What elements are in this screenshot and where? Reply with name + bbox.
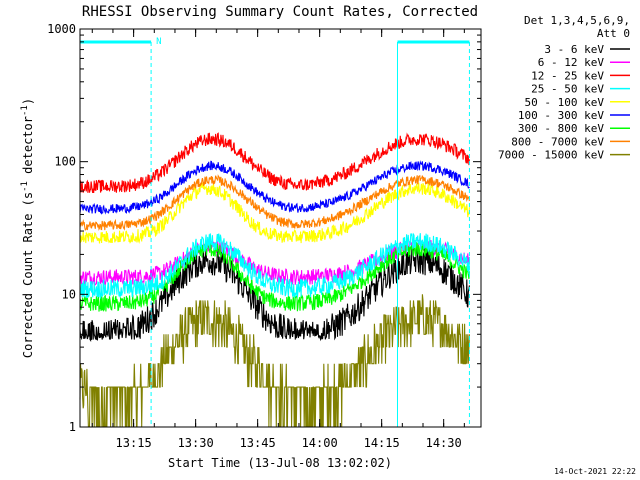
y-axis-label-sup2: -1 xyxy=(20,105,30,116)
y-axis-label: Corrected Count Rate (s-1 detector-1) xyxy=(20,98,35,358)
series-line-3 xyxy=(79,232,470,300)
legend-label-6: 300 - 800 keV xyxy=(518,122,604,135)
series-line-6 xyxy=(79,241,470,312)
plot-frame xyxy=(79,28,482,428)
series-line-4 xyxy=(79,181,470,244)
legend-label-5: 100 - 300 keV xyxy=(518,109,604,122)
y-axis-label-prefix: Corrected Count Rate (s xyxy=(21,192,35,358)
y-tick-label-0: 1 xyxy=(69,420,76,434)
legend-label-2: 12 - 25 keV xyxy=(531,69,604,82)
legend-header-detectors: Det 1,3,4,5,6,9, xyxy=(524,14,630,27)
legend-label-1: 6 - 12 keV xyxy=(538,56,605,69)
series-layer xyxy=(79,132,470,428)
series-line-0 xyxy=(79,246,470,343)
series-line-2 xyxy=(79,132,470,194)
x-tick-label-5: 14:30 xyxy=(426,436,462,450)
y-axis-label-sup1: -1 xyxy=(20,181,30,192)
legend-label-4: 50 - 100 keV xyxy=(525,96,605,109)
series-line-5 xyxy=(79,160,470,215)
y-tick-label-1: 10 xyxy=(62,287,76,301)
legend-header-attenuator: Att 0 xyxy=(597,27,630,40)
y-tick-label-2: 100 xyxy=(54,155,76,169)
y-axis-ticks: 1 10 100 1000 xyxy=(47,22,481,434)
legend-label-3: 25 - 50 keV xyxy=(531,83,604,96)
footer-date: 14-Oct-2021 22:22 xyxy=(554,467,636,476)
series-line-7 xyxy=(79,174,470,231)
chart-title: RHESSI Observing Summary Count Rates, Co… xyxy=(82,4,478,20)
legend-label-0: 3 - 6 keV xyxy=(544,43,604,56)
x-tick-label-4: 14:15 xyxy=(364,436,400,450)
series-line-8 xyxy=(79,294,470,428)
x-tick-label-2: 13:45 xyxy=(240,436,276,450)
x-axis-ticks: 13:15 13:30 13:45 14:00 14:15 14:30 xyxy=(91,29,465,450)
x-tick-label-3: 14:00 xyxy=(302,436,338,450)
x-tick-label-1: 13:30 xyxy=(178,436,214,450)
y-axis-label-mid: detector xyxy=(21,116,35,181)
x-tick-label-0: 13:15 xyxy=(116,436,152,450)
y-tick-label-3: 1000 xyxy=(47,22,76,36)
attenuator-intervals: N xyxy=(80,37,470,427)
legend-label-7: 800 - 7000 keV xyxy=(511,135,604,148)
attenuator-label-0: N xyxy=(156,37,161,47)
y-axis-label-suffix: ) xyxy=(21,98,35,105)
legend-label-8: 7000 - 15000 keV xyxy=(498,149,604,162)
x-axis-label: Start Time (13-Jul-08 13:02:02) xyxy=(168,456,392,470)
